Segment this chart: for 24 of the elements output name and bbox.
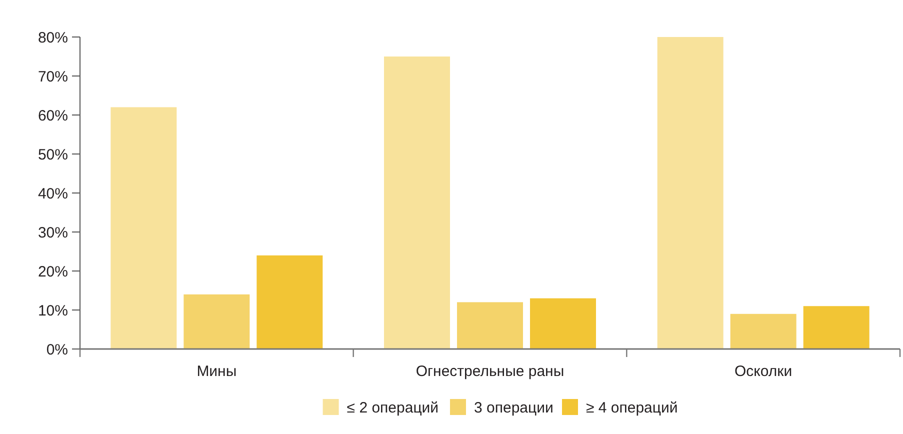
y-tick-label: 50% [38,146,68,164]
legend-label: ≤ 2 операций [346,399,439,416]
x-tick-label: Осколки [734,363,792,380]
bar [803,306,870,349]
y-tick-label: 0% [46,341,68,358]
x-tick-label: Мины [196,363,237,380]
bar [457,302,523,349]
legend-label: 3 операции [474,399,554,416]
bar [384,56,450,349]
y-tick-label: 80% [38,29,68,46]
bar [184,294,250,349]
y-tick-label: 40% [38,185,68,202]
y-tick-label: 10% [38,302,68,320]
bar [110,107,177,349]
bar [657,37,724,349]
y-tick-label: 30% [38,224,68,242]
x-tick-label: Огнестрельные раны [416,363,564,380]
y-tick-label: 20% [38,263,68,280]
bar [256,255,323,349]
legend-label: ≥ 4 операций [586,399,678,416]
y-tick-label: 70% [38,68,68,86]
bar [530,298,596,349]
y-tick-label: 60% [38,107,68,124]
bar [730,314,796,349]
